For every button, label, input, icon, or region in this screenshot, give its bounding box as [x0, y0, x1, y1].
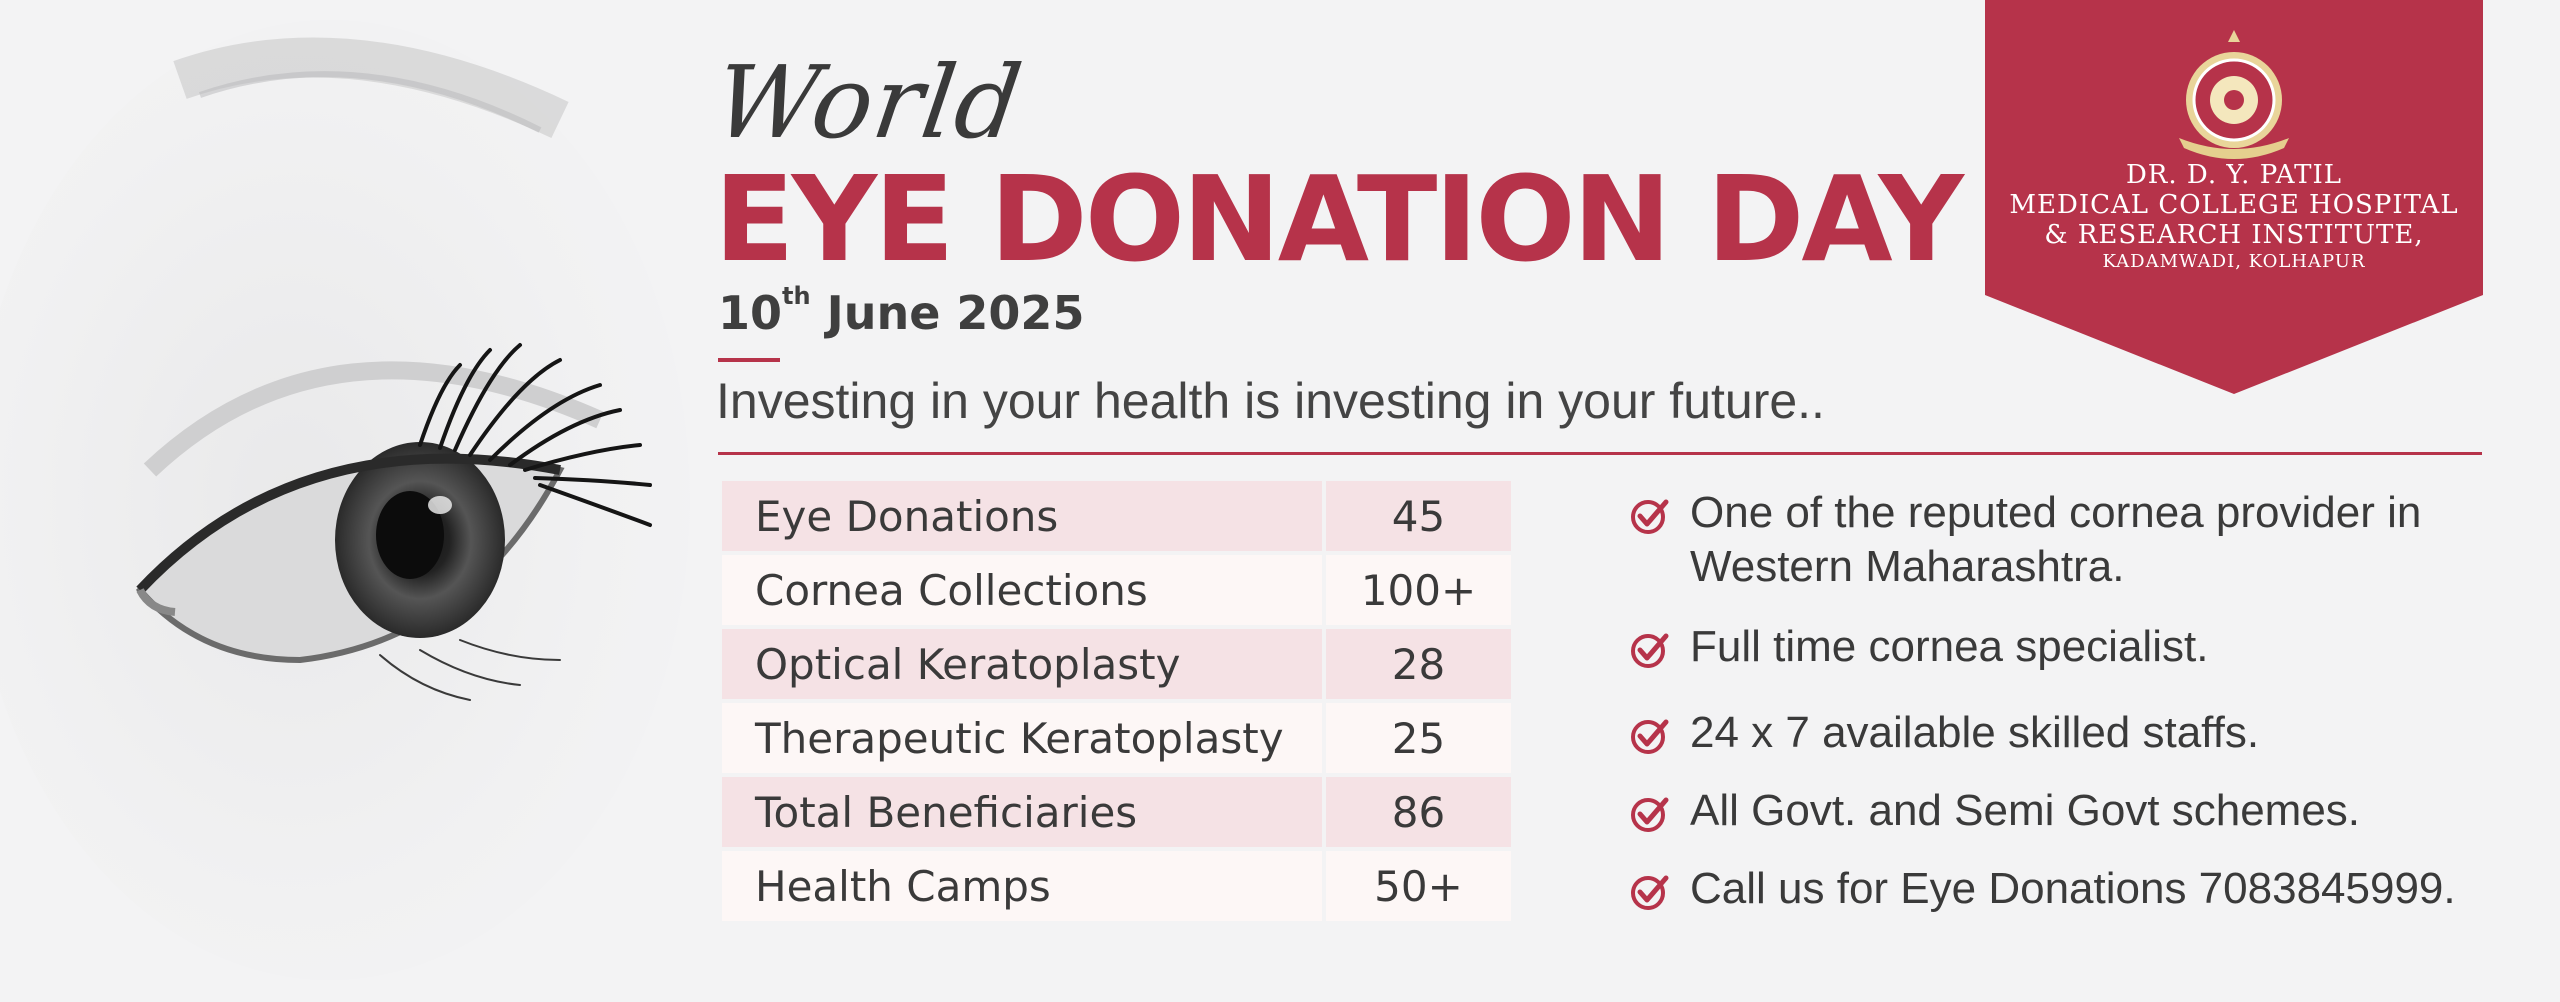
- list-item: 24 x 7 available skilled staffs.: [1630, 706, 2510, 760]
- stat-label: Cornea Collections: [722, 555, 1322, 625]
- stat-value: 50+: [1326, 851, 1511, 921]
- table-row: Therapeutic Keratoplasty 25: [722, 703, 1511, 773]
- date-underline: [718, 358, 780, 362]
- stat-label: Health Camps: [722, 851, 1322, 921]
- stat-label: Optical Keratoplasty: [722, 629, 1322, 699]
- table-row: Health Camps 50+: [722, 851, 1511, 921]
- stat-value: 86: [1326, 777, 1511, 847]
- feature-text: All Govt. and Semi Govt schemes.: [1690, 786, 2361, 835]
- features-list: One of the reputed cornea provider in We…: [1630, 486, 2510, 916]
- stat-value: 28: [1326, 629, 1511, 699]
- institution-line2: MEDICAL COLLEGE HOSPITAL: [2009, 190, 2459, 220]
- feature-text: Call us for Eye Donations 7083845999.: [1690, 864, 2456, 913]
- check-circle-icon: [1631, 797, 1669, 832]
- date-month-year: June 2025: [810, 286, 1085, 340]
- institution-line4: KADAMWADI, KOLHAPUR: [2102, 251, 2366, 272]
- section-divider: [718, 452, 2482, 455]
- statistics-table: Eye Donations 45 Cornea Collections 100+…: [718, 477, 1515, 925]
- stat-value: 25: [1326, 703, 1511, 773]
- eye-illustration: [0, 20, 690, 980]
- event-date: 10th June 2025: [718, 282, 1085, 340]
- institution-name: DR. D. Y. PATIL MEDICAL COLLEGE HOSPITAL…: [1985, 160, 2483, 274]
- table-row: Eye Donations 45: [722, 481, 1511, 551]
- date-day: 10: [718, 286, 783, 340]
- table-row: Total Beneficiaries 86: [722, 777, 1511, 847]
- institution-line3: & RESEARCH INSTITUTE,: [2044, 220, 2424, 250]
- world-script-title: World: [707, 44, 1030, 161]
- event-title: EYE DONATION DAY: [714, 150, 1964, 288]
- table-row: Cornea Collections 100+: [722, 555, 1511, 625]
- institution-badge: [1985, 0, 2483, 394]
- stat-label: Total Beneficiaries: [722, 777, 1322, 847]
- institution-line1: DR. D. Y. PATIL: [2125, 160, 2343, 190]
- feature-text: One of the reputed cornea provider in We…: [1690, 488, 2422, 591]
- list-item: Full time cornea specialist.: [1630, 620, 2510, 674]
- list-item: One of the reputed cornea provider in We…: [1630, 486, 2510, 594]
- tagline: Investing in your health is investing in…: [716, 373, 1825, 429]
- stat-label: Eye Donations: [722, 481, 1322, 551]
- stat-value: 100+: [1326, 555, 1511, 625]
- stat-label: Therapeutic Keratoplasty: [722, 703, 1322, 773]
- list-item: All Govt. and Semi Govt schemes.: [1630, 784, 2510, 838]
- stat-value: 45: [1326, 481, 1511, 551]
- check-circle-icon: [1631, 875, 1669, 910]
- seal-emblem-icon: [2179, 30, 2289, 159]
- table-row: Optical Keratoplasty 28: [722, 629, 1511, 699]
- feature-text: 24 x 7 available skilled staffs.: [1690, 708, 2260, 757]
- check-circle-icon: [1631, 719, 1669, 754]
- check-circle-icon: [1631, 499, 1669, 534]
- feature-text: Full time cornea specialist.: [1690, 622, 2209, 671]
- list-item: Call us for Eye Donations 7083845999.: [1630, 862, 2510, 916]
- date-suffix: th: [782, 282, 811, 310]
- check-circle-icon: [1631, 633, 1669, 668]
